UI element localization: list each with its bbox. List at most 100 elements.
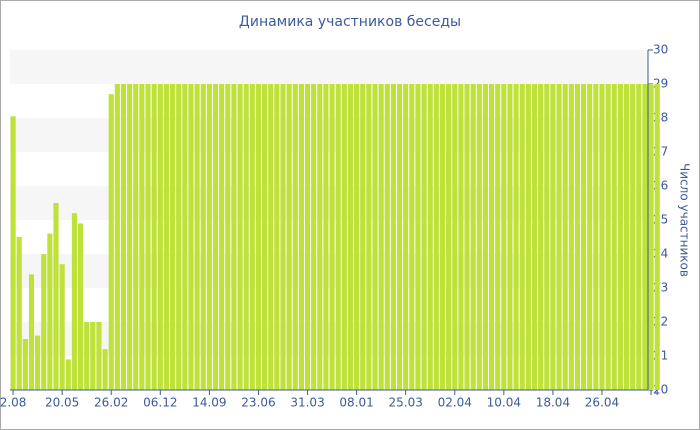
bar (519, 84, 525, 390)
bar (231, 84, 237, 390)
bar (403, 84, 409, 390)
bar (219, 84, 225, 390)
bar (304, 84, 311, 390)
bar (384, 84, 390, 390)
bar (90, 322, 96, 390)
bar (151, 84, 157, 390)
bar (212, 84, 219, 390)
x-tick-label: 26.02 (94, 396, 128, 410)
bar (544, 84, 550, 390)
bar (243, 84, 249, 390)
bar (513, 84, 519, 390)
bar (642, 84, 648, 390)
bar (176, 84, 182, 390)
bar (206, 84, 212, 390)
bar (482, 84, 489, 390)
bar (354, 84, 360, 390)
bar (390, 84, 396, 390)
bar (409, 84, 415, 390)
bar (347, 84, 354, 390)
bar (120, 84, 127, 390)
bar (139, 84, 145, 390)
bar (415, 84, 421, 390)
bar (157, 84, 163, 390)
bar (452, 84, 458, 390)
bar (611, 84, 617, 390)
bar (501, 84, 507, 390)
bar (636, 84, 642, 390)
x-tick-label: 20.05 (45, 396, 79, 410)
bar (366, 84, 372, 390)
bar (495, 84, 501, 390)
bar (47, 233, 53, 390)
bar (593, 84, 599, 390)
bar (255, 84, 262, 390)
x-tick-label: 10.04 (487, 396, 521, 410)
bar (396, 84, 403, 390)
bar (446, 84, 452, 390)
bar (439, 84, 446, 390)
bar (654, 84, 660, 390)
bar (10, 116, 16, 391)
bar (28, 274, 35, 390)
bar (507, 84, 513, 390)
bar (262, 84, 268, 390)
bar (623, 84, 630, 390)
bar (378, 84, 384, 390)
bar (574, 84, 581, 390)
bar (531, 84, 538, 390)
bar (458, 84, 464, 390)
x-tick-label: 06.12 (143, 396, 177, 410)
bar (433, 84, 439, 390)
bar (605, 84, 611, 390)
x-tick-label: 23.06 (241, 396, 275, 410)
bar (53, 203, 59, 390)
bar (71, 213, 77, 390)
bar (562, 84, 568, 390)
bar (464, 84, 470, 390)
x-tick-label: 08.01 (339, 396, 373, 410)
bar (280, 84, 286, 390)
bar (630, 84, 636, 390)
bar (317, 84, 323, 390)
bar (200, 84, 206, 390)
x-tick-label: 14.09 (192, 396, 226, 410)
bar (22, 339, 28, 390)
x-tick-label: 02.04 (438, 396, 472, 410)
bar (470, 84, 476, 390)
bar (182, 84, 188, 390)
bar (648, 84, 654, 390)
bar (341, 84, 347, 390)
bar (163, 84, 170, 390)
bar (145, 84, 151, 390)
bar (286, 84, 292, 390)
bar (617, 84, 623, 390)
bar (421, 84, 427, 390)
bar (96, 322, 102, 390)
bar (249, 84, 255, 390)
bar (133, 84, 139, 390)
bar (311, 84, 317, 390)
bar (568, 84, 574, 390)
bar (329, 84, 335, 390)
bar (550, 84, 556, 390)
bar (587, 84, 593, 390)
bar (225, 84, 231, 390)
grid-band (10, 50, 648, 84)
bar (127, 84, 133, 390)
y-tick-label: 30 (653, 43, 668, 57)
y-axis-label: Число участников (678, 163, 692, 277)
bar (108, 94, 114, 390)
bar (65, 359, 71, 390)
bar (274, 84, 280, 390)
bar (360, 84, 366, 390)
bar (102, 349, 108, 390)
bar (169, 84, 176, 390)
bar (35, 335, 41, 390)
bar (292, 84, 298, 390)
bar (59, 264, 65, 390)
bar (194, 84, 200, 390)
bar (488, 84, 495, 390)
bar (476, 84, 482, 390)
